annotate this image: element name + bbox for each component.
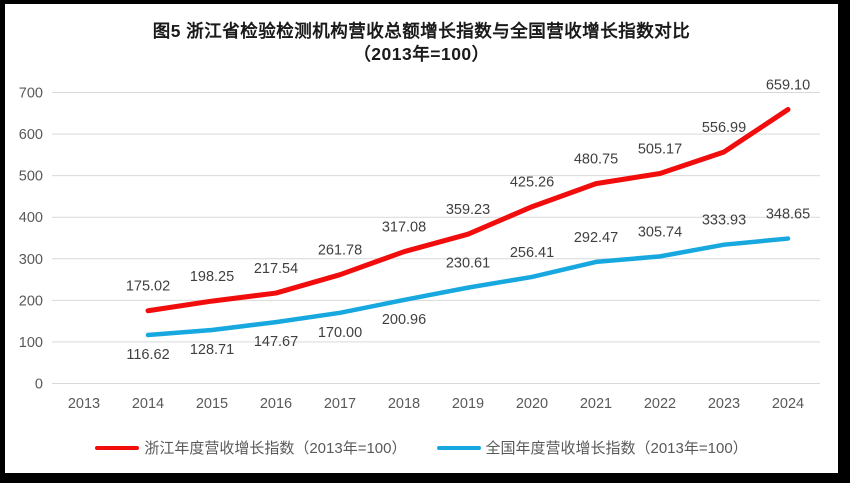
data-label: 175.02 [126, 279, 170, 295]
y-tick-label: 300 [19, 252, 43, 268]
legend-item-national: 全国年度营收增长指数（2013年=100） [436, 437, 748, 458]
data-label: 480.75 [574, 152, 618, 168]
data-label: 333.93 [702, 213, 746, 229]
data-label: 217.54 [254, 261, 298, 277]
data-label: 659.10 [766, 78, 810, 94]
data-label: 292.47 [574, 230, 618, 246]
data-label: 230.61 [446, 256, 490, 272]
data-label: 147.67 [254, 334, 298, 350]
data-label: 261.78 [318, 243, 362, 259]
y-tick-label: 200 [19, 293, 43, 309]
x-tick-label: 2020 [516, 396, 548, 412]
legend-label-zhejiang: 浙江年度营收增长指数（2013年=100） [144, 440, 407, 457]
x-tick-label: 2015 [196, 396, 228, 412]
y-tick-label: 500 [19, 169, 43, 185]
data-label: 348.65 [766, 207, 810, 223]
data-label: 116.62 [126, 347, 169, 363]
data-label: 200.96 [382, 312, 426, 328]
x-tick-label: 2021 [580, 396, 612, 412]
data-label: 505.17 [638, 141, 682, 157]
line-chart: 0 100 200 300 400 500 600 700 2013 2014 2015 2016 20… [19, 78, 820, 412]
data-label: 425.26 [510, 175, 554, 191]
data-label: 317.08 [382, 220, 426, 236]
national-line-swatch-icon [436, 445, 481, 450]
legend-label-national: 全国年度营收增长指数（2013年=100） [485, 440, 748, 457]
chart-title-line1: 图5 浙江省检验检测机构营收总额增长指数与全国营收增长指数对比 [152, 21, 691, 41]
x-tick-label: 2022 [644, 396, 676, 412]
x-tick-label: 2019 [452, 396, 484, 412]
data-label: 556.99 [702, 120, 746, 136]
data-label: 198.25 [190, 269, 234, 285]
chart-title: 图5 浙江省检验检测机构营收总额增长指数与全国营收增长指数对比 （2013年=1… [5, 20, 838, 66]
x-tick-label: 2014 [132, 396, 164, 412]
series-line-1 [145, 236, 791, 338]
zhejiang-line-swatch-icon [95, 445, 140, 450]
data-label: 359.23 [446, 202, 490, 218]
x-tick-label: 2018 [388, 396, 420, 412]
chart-title-line2: （2013年=100） [353, 44, 490, 64]
chart-legend: 浙江年度营收增长指数（2013年=100） 全国年度营收增长指数（2013年=1… [5, 437, 838, 458]
x-tick-label: 2017 [324, 396, 356, 412]
data-label: 128.71 [190, 342, 234, 358]
data-label: 170.00 [318, 325, 362, 341]
y-tick-label: 0 [35, 377, 43, 393]
data-label: 305.74 [638, 224, 682, 240]
x-tick-label: 2013 [68, 396, 100, 412]
y-tick-label: 600 [19, 127, 43, 143]
y-tick-label: 400 [19, 210, 43, 226]
y-tick-label: 100 [19, 335, 43, 351]
x-tick-label: 2024 [772, 396, 804, 412]
data-label: 256.41 [510, 245, 554, 261]
x-tick-label: 2023 [708, 396, 740, 412]
x-tick-label: 2016 [260, 396, 292, 412]
series-line-0 [145, 107, 791, 314]
legend-item-zhejiang: 浙江年度营收增长指数（2013年=100） [95, 437, 407, 458]
y-tick-label: 700 [19, 86, 43, 102]
